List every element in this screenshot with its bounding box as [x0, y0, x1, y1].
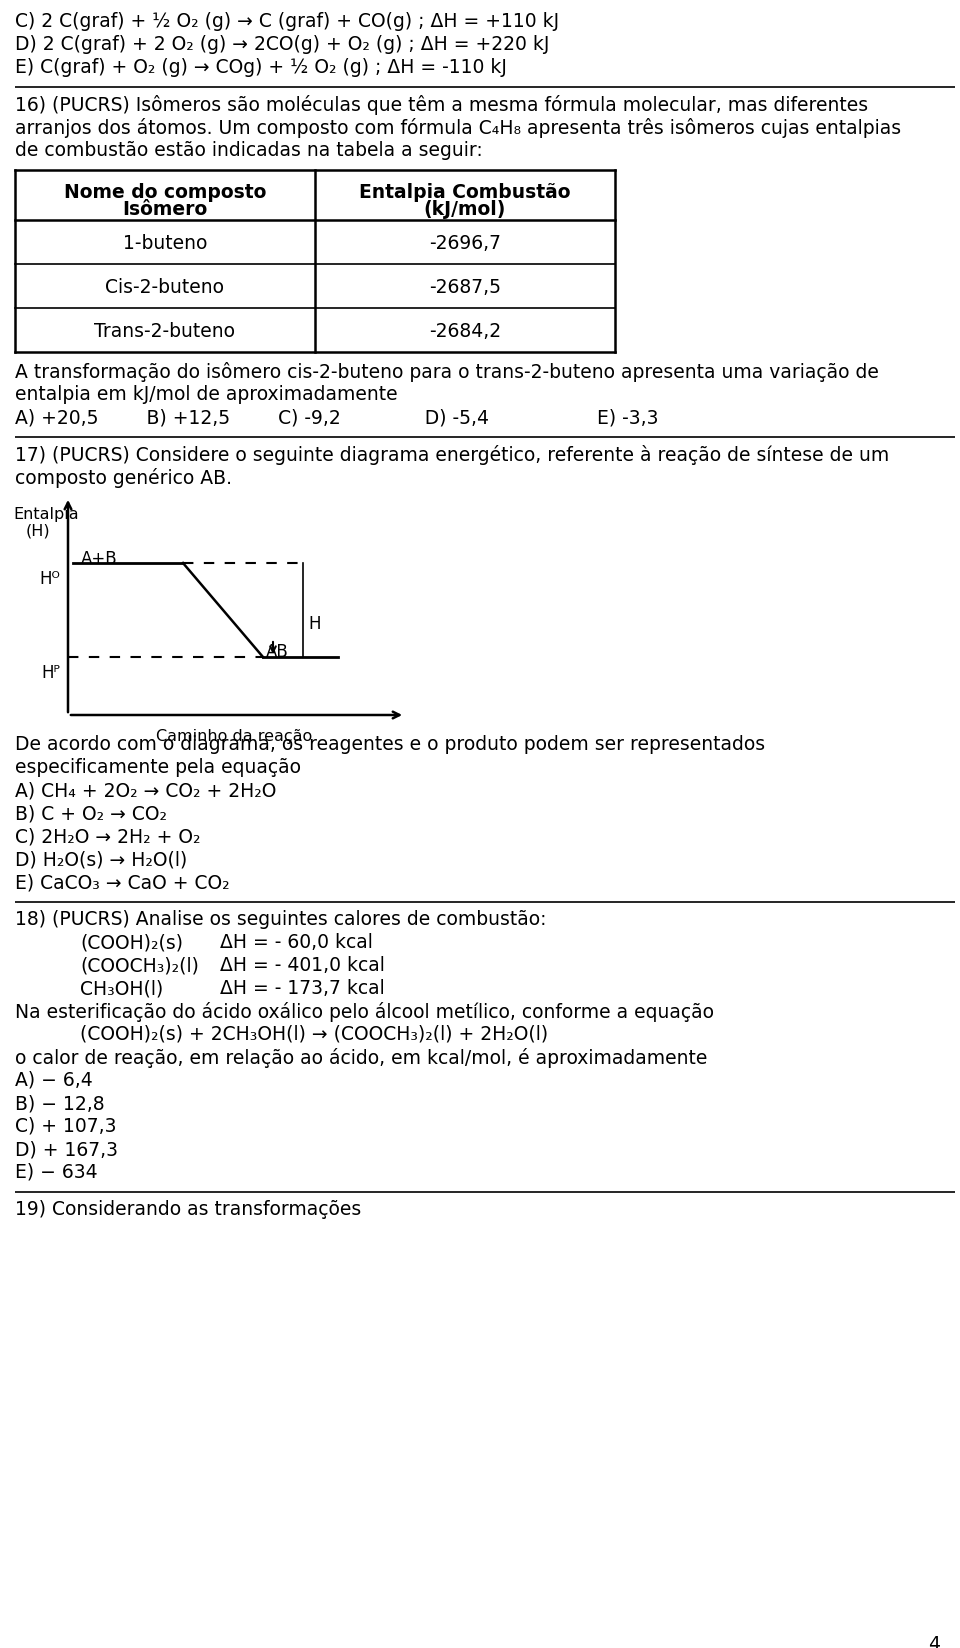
Text: arranjos dos átomos. Um composto com fórmula C₄H₈ apresenta três isômeros cujas : arranjos dos átomos. Um composto com fór… — [15, 119, 901, 138]
Text: A) − 6,4: A) − 6,4 — [15, 1071, 93, 1089]
Text: -2687,5: -2687,5 — [429, 279, 501, 297]
Text: 16) (PUCRS) Isômeros são moléculas que têm a mesma fórmula molecular, mas difere: 16) (PUCRS) Isômeros são moléculas que t… — [15, 96, 868, 115]
Text: entalpia em kJ/mol de aproximadamente: entalpia em kJ/mol de aproximadamente — [15, 386, 397, 404]
Text: A+B: A+B — [81, 550, 118, 569]
Text: C) 2 C(graf) + ½ O₂ (g) → C (graf) + CO(g) ; ΔH = +110 kJ: C) 2 C(graf) + ½ O₂ (g) → C (graf) + CO(… — [15, 12, 559, 31]
Text: A transformação do isômero cis-2-buteno para o trans-2-buteno apresenta uma vari: A transformação do isômero cis-2-buteno … — [15, 363, 878, 382]
Text: ΔH = - 60,0 kcal: ΔH = - 60,0 kcal — [220, 933, 372, 953]
Text: A) CH₄ + 2O₂ → CO₂ + 2H₂O: A) CH₄ + 2O₂ → CO₂ + 2H₂O — [15, 781, 276, 799]
Text: 18) (PUCRS) Analise os seguintes calores de combustão:: 18) (PUCRS) Analise os seguintes calores… — [15, 910, 546, 929]
Text: D) + 167,3: D) + 167,3 — [15, 1140, 118, 1159]
Text: A) +20,5        B) +12,5        C) -9,2              D) -5,4                  E): A) +20,5 B) +12,5 C) -9,2 D) -5,4 E) — [15, 409, 659, 427]
Text: (COOH)₂(s): (COOH)₂(s) — [80, 933, 183, 953]
Text: 4: 4 — [928, 1635, 940, 1648]
Text: B) C + O₂ → CO₂: B) C + O₂ → CO₂ — [15, 804, 167, 822]
Text: De acordo com o diagrama, os reagentes e o produto podem ser representados: De acordo com o diagrama, os reagentes e… — [15, 735, 765, 755]
Text: (kJ/mol): (kJ/mol) — [423, 199, 506, 219]
Text: (COOCH₃)₂(l): (COOCH₃)₂(l) — [80, 956, 199, 976]
Text: C) + 107,3: C) + 107,3 — [15, 1117, 116, 1135]
Text: Cis-2-buteno: Cis-2-buteno — [106, 279, 225, 297]
Text: -2684,2: -2684,2 — [429, 321, 501, 341]
Text: (H): (H) — [26, 522, 51, 537]
Text: Entalpia Combustão: Entalpia Combustão — [359, 183, 571, 203]
Text: AB: AB — [266, 643, 289, 661]
Text: Na esterificação do ácido oxálico pelo álcool metílico, conforme a equação: Na esterificação do ácido oxálico pelo á… — [15, 1002, 714, 1022]
Text: -2696,7: -2696,7 — [429, 234, 501, 254]
Text: E) CaCO₃ → CaO + CO₂: E) CaCO₃ → CaO + CO₂ — [15, 873, 229, 892]
Text: Caminho da reação: Caminho da reação — [156, 728, 312, 743]
Text: Nome do composto: Nome do composto — [63, 183, 266, 203]
Text: B) − 12,8: B) − 12,8 — [15, 1094, 105, 1112]
Text: D) 2 C(graf) + 2 O₂ (g) → 2CO(g) + O₂ (g) ; ΔH = +220 kJ: D) 2 C(graf) + 2 O₂ (g) → 2CO(g) + O₂ (g… — [15, 35, 549, 54]
Text: 17) (PUCRS) Considere o seguinte diagrama energético, referente à reação de sínt: 17) (PUCRS) Considere o seguinte diagram… — [15, 445, 889, 465]
Text: 1-buteno: 1-buteno — [123, 234, 207, 254]
Text: Hᴾ: Hᴾ — [41, 664, 60, 682]
Text: de combustão estão indicadas na tabela a seguir:: de combustão estão indicadas na tabela a… — [15, 142, 483, 160]
Text: ΔH = - 173,7 kcal: ΔH = - 173,7 kcal — [220, 979, 385, 999]
Text: Trans-2-buteno: Trans-2-buteno — [94, 321, 235, 341]
Text: CH₃OH(l): CH₃OH(l) — [80, 979, 163, 999]
Text: E) − 634: E) − 634 — [15, 1163, 98, 1182]
Text: o calor de reação, em relação ao ácido, em kcal/mol, é aproximadamente: o calor de reação, em relação ao ácido, … — [15, 1048, 708, 1068]
Text: E) C(graf) + O₂ (g) → COg) + ½ O₂ (g) ; ΔH = -110 kJ: E) C(graf) + O₂ (g) → COg) + ½ O₂ (g) ; … — [15, 58, 507, 77]
Text: Hᴼ: Hᴼ — [39, 570, 60, 588]
Text: Isômero: Isômero — [122, 199, 207, 219]
Text: ΔH = - 401,0 kcal: ΔH = - 401,0 kcal — [220, 956, 385, 976]
Text: C) 2H₂O → 2H₂ + O₂: C) 2H₂O → 2H₂ + O₂ — [15, 827, 201, 845]
Text: (COOH)₂(s) + 2CH₃OH(l) → (COOCH₃)₂(l) + 2H₂O(l): (COOH)₂(s) + 2CH₃OH(l) → (COOCH₃)₂(l) + … — [80, 1025, 548, 1043]
Text: especificamente pela equação: especificamente pela equação — [15, 758, 301, 776]
Text: Entalpia: Entalpia — [13, 508, 79, 522]
Text: H: H — [308, 615, 321, 633]
Text: composto genérico AB.: composto genérico AB. — [15, 468, 232, 488]
Text: D) H₂O(s) → H₂O(l): D) H₂O(s) → H₂O(l) — [15, 850, 187, 868]
Text: 19) Considerando as transformações: 19) Considerando as transformações — [15, 1200, 361, 1220]
